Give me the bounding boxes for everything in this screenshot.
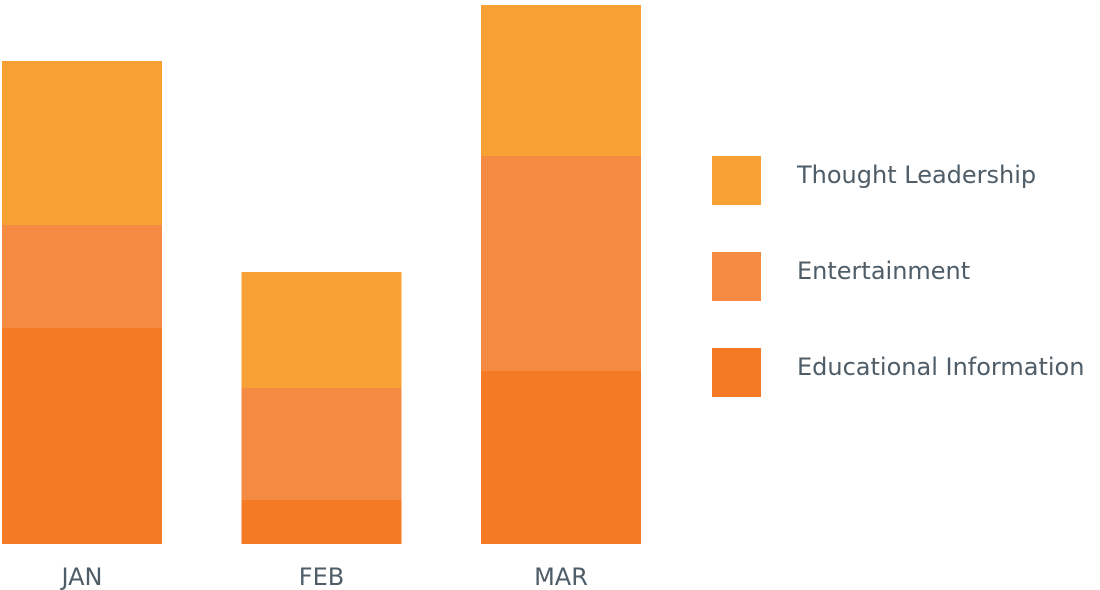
legend-label: Thought Leadership xyxy=(796,161,1036,189)
bar-segment xyxy=(481,371,641,544)
legend-label: Entertainment xyxy=(797,257,970,285)
bar-segment xyxy=(481,5,641,156)
bar-segment xyxy=(2,225,162,328)
legend-swatch xyxy=(712,252,761,301)
x-tick-label: MAR xyxy=(534,563,588,590)
bar-segment xyxy=(481,156,641,371)
bar-segment xyxy=(241,388,402,500)
legend-swatch xyxy=(712,348,761,397)
x-tick-label: JAN xyxy=(59,563,102,590)
bar-segment xyxy=(2,328,162,544)
bar-segment xyxy=(241,500,402,544)
legend-swatch xyxy=(712,156,761,205)
bar-segment xyxy=(241,272,402,388)
legend-label: Educational Information xyxy=(797,353,1084,381)
x-tick-label: FEB xyxy=(299,563,344,590)
bar-segment xyxy=(2,61,162,225)
